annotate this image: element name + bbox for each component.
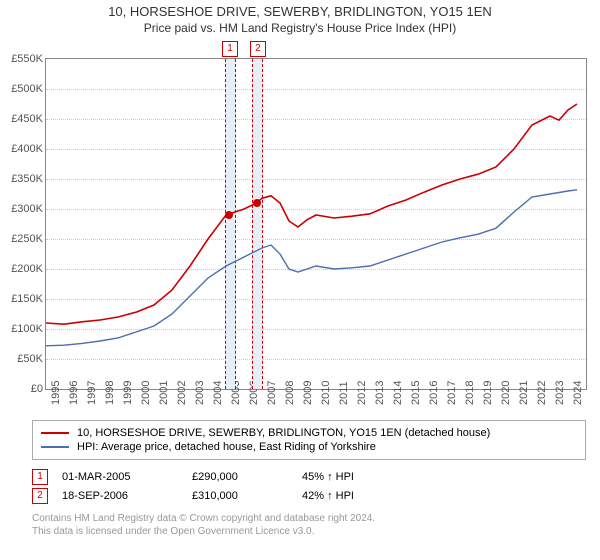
y-tick-label: £300K xyxy=(1,203,43,215)
event-date: 01-MAR-2005 xyxy=(62,471,192,483)
event-dot xyxy=(225,211,233,219)
event-row: 1 01-MAR-2005£290,00045% ↑ HPI xyxy=(32,469,568,485)
y-tick-label: £200K xyxy=(1,263,43,275)
legend-row: 10, HORSESHOE DRIVE, SEWERBY, BRIDLINGTO… xyxy=(41,427,577,439)
chart-container: 10, HORSESHOE DRIVE, SEWERBY, BRIDLINGTO… xyxy=(0,0,600,560)
event-dot xyxy=(253,199,261,207)
event-date: 18-SEP-2006 xyxy=(62,490,192,502)
footer-line1: Contains HM Land Registry data © Crown c… xyxy=(32,512,568,525)
y-tick-label: £100K xyxy=(1,323,43,335)
series-line-hpi xyxy=(46,190,577,346)
y-tick-label: £450K xyxy=(1,113,43,125)
event-pct: 45% ↑ HPI xyxy=(302,471,422,483)
legend: 10, HORSESHOE DRIVE, SEWERBY, BRIDLINGTO… xyxy=(32,420,586,460)
y-tick-label: £0 xyxy=(1,383,43,395)
event-id-badge: 2 xyxy=(32,488,48,504)
y-tick-label: £250K xyxy=(1,233,43,245)
legend-row: HPI: Average price, detached house, East… xyxy=(41,441,577,453)
footer-line2: This data is licensed under the Open Gov… xyxy=(32,525,568,538)
legend-label: HPI: Average price, detached house, East… xyxy=(77,441,376,453)
legend-label: 10, HORSESHOE DRIVE, SEWERBY, BRIDLINGTO… xyxy=(77,427,490,439)
event-price: £290,000 xyxy=(192,471,302,483)
y-tick-label: £550K xyxy=(1,53,43,65)
event-row: 2 18-SEP-2006£310,00042% ↑ HPI xyxy=(32,488,568,504)
series-line-property xyxy=(46,104,577,324)
event-marker-label: 2 xyxy=(250,41,266,57)
line-series-svg xyxy=(46,59,586,389)
title-subtitle: Price paid vs. HM Land Registry's House … xyxy=(0,21,600,35)
event-marker-label: 1 xyxy=(222,41,238,57)
legend-swatch xyxy=(41,446,69,448)
title-address: 10, HORSESHOE DRIVE, SEWERBY, BRIDLINGTO… xyxy=(0,4,600,19)
event-id-badge: 1 xyxy=(32,469,48,485)
event-pct: 42% ↑ HPI xyxy=(302,490,422,502)
title-block: 10, HORSESHOE DRIVE, SEWERBY, BRIDLINGTO… xyxy=(0,0,600,35)
y-tick-label: £500K xyxy=(1,83,43,95)
y-tick-label: £50K xyxy=(1,353,43,365)
y-tick-label: £150K xyxy=(1,293,43,305)
events-table: 1 01-MAR-2005£290,00045% ↑ HPI 2 18-SEP-200… xyxy=(32,466,568,507)
y-tick-label: £350K xyxy=(1,173,43,185)
chart-plot-area: £0£50K£100K£150K£200K£250K£300K£350K£400… xyxy=(45,58,587,390)
footer-attribution: Contains HM Land Registry data © Crown c… xyxy=(32,512,568,538)
event-price: £310,000 xyxy=(192,490,302,502)
legend-swatch xyxy=(41,432,69,434)
y-tick-label: £400K xyxy=(1,143,43,155)
